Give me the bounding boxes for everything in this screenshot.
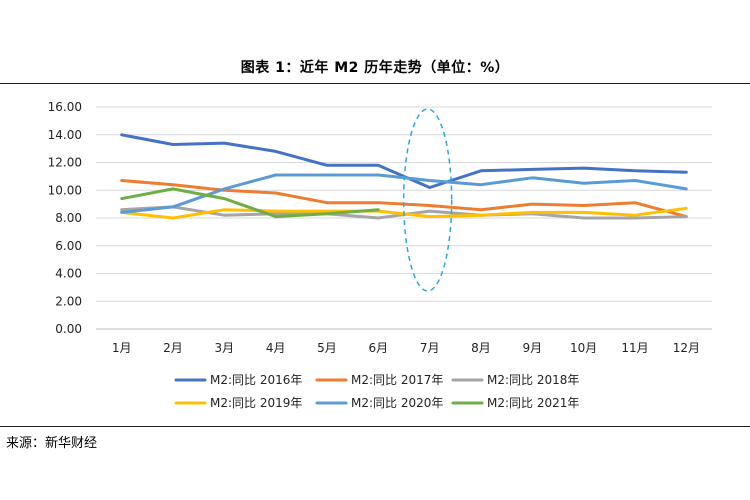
line-chart: 0.00 2.00 4.00 6.00 8.00 10.00 12.00 14.00 16.00…: [48, 100, 712, 410]
y-tick-label: 8.00: [55, 211, 82, 225]
x-tick-label: 11月: [621, 341, 648, 355]
y-tick-label: 16.00: [48, 100, 82, 114]
legend-label: M2:同比 2017年: [351, 373, 443, 387]
x-tick-label: 5月: [317, 341, 337, 355]
y-tick-label: 14.00: [48, 128, 82, 142]
x-tick-label: 7月: [420, 341, 440, 355]
series-line: [120, 187, 380, 219]
bottom-rule: [0, 426, 750, 427]
x-tick-label: 8月: [471, 341, 491, 355]
source-note: 来源：新华财经: [6, 436, 98, 451]
grid-lines: [96, 106, 712, 330]
y-tick-label: 2.00: [55, 294, 82, 308]
y-axis-ticks: 0.00 2.00 4.00 6.00 8.00 10.00 12.00 14.00 16.00: [48, 100, 82, 336]
x-tick-label: 4月: [266, 341, 286, 355]
chart-title: 图表 1：近年 M2 历年走势（单位：%）: [240, 60, 510, 76]
x-tick-label: 10月: [570, 341, 597, 355]
x-tick-label: 3月: [215, 341, 235, 355]
top-rule: [0, 83, 750, 84]
y-tick-label: 6.00: [55, 239, 82, 253]
legend-label: M2:同比 2021年: [487, 396, 579, 410]
y-tick-label: 10.00: [48, 183, 82, 197]
x-axis-ticks: 1月 2月 3月 4月 5月 6月 7月 8月 9月 10月 11月 12月: [112, 341, 700, 355]
legend-label: M2:同比 2016年: [210, 373, 302, 387]
legend-label: M2:同比 2020年: [351, 396, 443, 410]
highlight-ellipse: [402, 108, 453, 292]
x-tick-label: 9月: [523, 341, 543, 355]
july-highlight: [402, 108, 453, 292]
legend: M2:同比 2016年 M2:同比 2017年 M2:同比 2018年 M2:同比 2…: [174, 373, 579, 410]
y-tick-label: 0.00: [55, 322, 82, 336]
x-tick-label: 12月: [673, 341, 700, 355]
y-tick-label: 4.00: [55, 267, 82, 281]
legend-label: M2:同比 2018年: [487, 373, 579, 387]
x-tick-label: 6月: [369, 341, 389, 355]
x-tick-label: 2月: [163, 341, 183, 355]
y-tick-label: 12.00: [48, 156, 82, 170]
x-tick-label: 1月: [112, 341, 132, 355]
legend-label: M2:同比 2019年: [210, 396, 302, 410]
